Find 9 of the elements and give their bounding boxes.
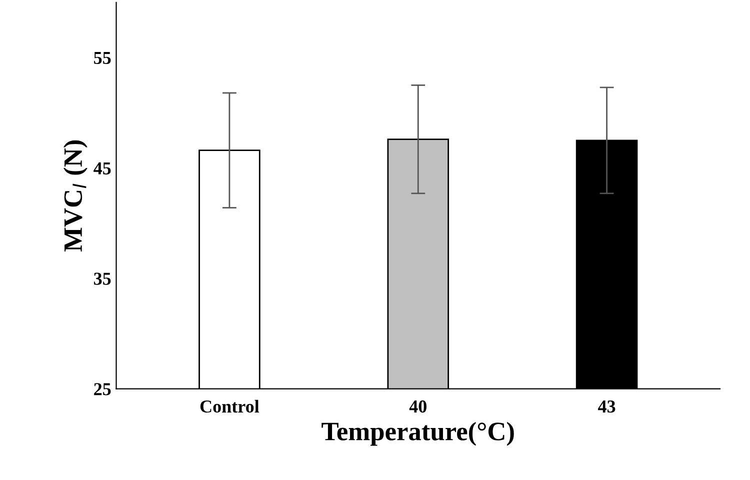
y-tick-label: 25 bbox=[94, 383, 111, 396]
y-tick-label: 55 bbox=[94, 52, 111, 64]
y-tick-label: 45 bbox=[94, 162, 111, 174]
x-tick-label: 40 bbox=[409, 400, 426, 413]
y-tick-label: 35 bbox=[94, 272, 111, 285]
y-axis-title: MVC$_{I}$ (N) bbox=[64, 140, 88, 252]
x-tick-label: Control bbox=[200, 400, 260, 413]
x-axis-title: Temperature(°C) bbox=[322, 422, 514, 446]
x-tick-label: 43 bbox=[598, 400, 616, 413]
